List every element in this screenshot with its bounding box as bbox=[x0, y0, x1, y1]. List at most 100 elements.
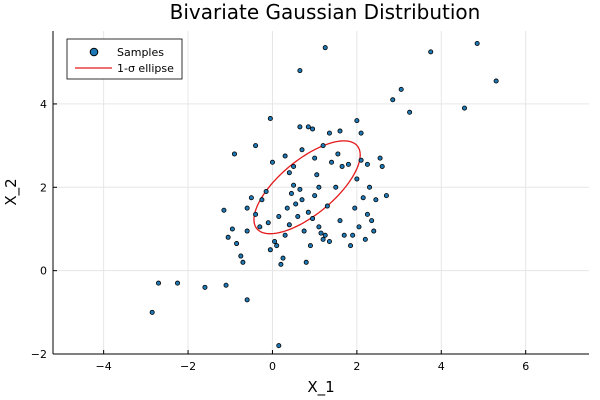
sample-point bbox=[348, 243, 354, 249]
x-tick-label: 6 bbox=[522, 360, 529, 373]
sample-point bbox=[326, 130, 332, 136]
sample-point bbox=[244, 297, 250, 303]
sample-point bbox=[326, 238, 332, 244]
sample-point bbox=[225, 234, 231, 240]
sigma-ellipse-layer bbox=[253, 140, 361, 235]
sample-point bbox=[244, 228, 250, 234]
sample-point bbox=[362, 236, 368, 242]
sample-point bbox=[276, 213, 282, 219]
sample-point bbox=[428, 49, 434, 55]
sample-point bbox=[371, 228, 377, 234]
sigma-ellipse bbox=[253, 140, 361, 235]
sample-point bbox=[398, 86, 404, 92]
y-tick-label: 2 bbox=[40, 181, 47, 194]
sample-point bbox=[337, 218, 343, 224]
sample-point bbox=[297, 186, 303, 192]
grid bbox=[53, 31, 589, 355]
sample-point bbox=[493, 78, 499, 84]
sample-point bbox=[272, 238, 278, 244]
sample-point bbox=[312, 155, 318, 161]
sample-point bbox=[320, 236, 326, 242]
x-ticks: −4 −2 0 2 4 6 bbox=[96, 350, 529, 373]
sample-point bbox=[318, 230, 324, 236]
sample-point bbox=[299, 197, 305, 203]
sample-point bbox=[314, 172, 320, 178]
sample-point bbox=[234, 241, 240, 247]
sample-point bbox=[303, 259, 309, 265]
x-tick-label: 0 bbox=[269, 360, 276, 373]
sample-point bbox=[280, 255, 286, 261]
sample-point bbox=[333, 184, 339, 190]
sample-point bbox=[156, 280, 162, 286]
sample-point bbox=[291, 163, 297, 169]
x-tick-label: −4 bbox=[96, 360, 112, 373]
x-tick-label: 2 bbox=[353, 360, 360, 373]
sample-point bbox=[337, 128, 343, 134]
sample-point bbox=[369, 218, 375, 224]
sample-point bbox=[301, 228, 307, 234]
sample-point bbox=[383, 193, 389, 199]
y-axis-label: X_2 bbox=[2, 178, 21, 205]
sample-point bbox=[320, 143, 326, 149]
axes bbox=[52, 31, 589, 355]
sample-point bbox=[335, 151, 341, 157]
sample-point bbox=[358, 130, 364, 136]
sample-point bbox=[267, 247, 273, 253]
sample-point bbox=[297, 68, 303, 74]
sample-point bbox=[316, 224, 322, 230]
sample-point bbox=[202, 284, 208, 290]
sample-point bbox=[305, 209, 311, 215]
sample-point bbox=[286, 170, 292, 176]
sample-point bbox=[364, 161, 370, 167]
sample-point bbox=[278, 261, 284, 267]
sample-point bbox=[238, 253, 244, 259]
sample-point bbox=[390, 97, 396, 103]
sample-point bbox=[358, 157, 364, 163]
sample-point bbox=[149, 309, 155, 315]
legend: Samples 1-σ ellipse bbox=[66, 38, 183, 80]
sample-point bbox=[288, 191, 294, 197]
sample-point bbox=[312, 193, 318, 199]
sample-point bbox=[373, 197, 379, 203]
x-tick-label: −2 bbox=[180, 360, 196, 373]
sample-point bbox=[329, 159, 335, 165]
sample-point bbox=[367, 184, 373, 190]
sample-point bbox=[259, 197, 265, 203]
sample-point bbox=[339, 163, 345, 169]
y-tick-label: 0 bbox=[40, 265, 47, 278]
sample-point bbox=[276, 343, 282, 349]
sample-point bbox=[322, 45, 328, 51]
chart-title: Bivariate Gaussian Distribution bbox=[170, 0, 481, 24]
legend-samples-label: Samples bbox=[117, 46, 164, 59]
sample-point bbox=[282, 232, 288, 238]
sample-point bbox=[316, 184, 322, 190]
sample-point bbox=[461, 105, 467, 111]
x-axis-label: X_1 bbox=[307, 378, 334, 397]
sample-point bbox=[263, 188, 269, 194]
sample-point bbox=[244, 205, 250, 211]
sample-point bbox=[295, 213, 301, 219]
scatter-points bbox=[149, 41, 499, 349]
sample-point bbox=[364, 211, 370, 217]
sample-point bbox=[231, 151, 237, 157]
y-tick-label: −2 bbox=[31, 348, 47, 361]
sample-point bbox=[269, 159, 275, 165]
sample-point bbox=[223, 282, 229, 288]
sample-point bbox=[284, 205, 290, 211]
x-tick-label: 4 bbox=[438, 360, 445, 373]
sample-point bbox=[257, 224, 263, 230]
sample-point bbox=[229, 226, 235, 232]
sample-point bbox=[297, 124, 303, 130]
sample-point bbox=[240, 259, 246, 265]
sample-point bbox=[354, 118, 360, 124]
y-tick-label: 4 bbox=[40, 98, 47, 111]
sample-point bbox=[345, 161, 351, 167]
sample-point bbox=[267, 116, 273, 122]
sample-point bbox=[293, 201, 299, 207]
sample-point bbox=[377, 155, 383, 161]
sample-point bbox=[310, 216, 316, 222]
sample-point bbox=[474, 41, 480, 47]
sample-point bbox=[305, 124, 311, 130]
sample-point bbox=[286, 222, 292, 228]
sample-point bbox=[253, 211, 259, 217]
